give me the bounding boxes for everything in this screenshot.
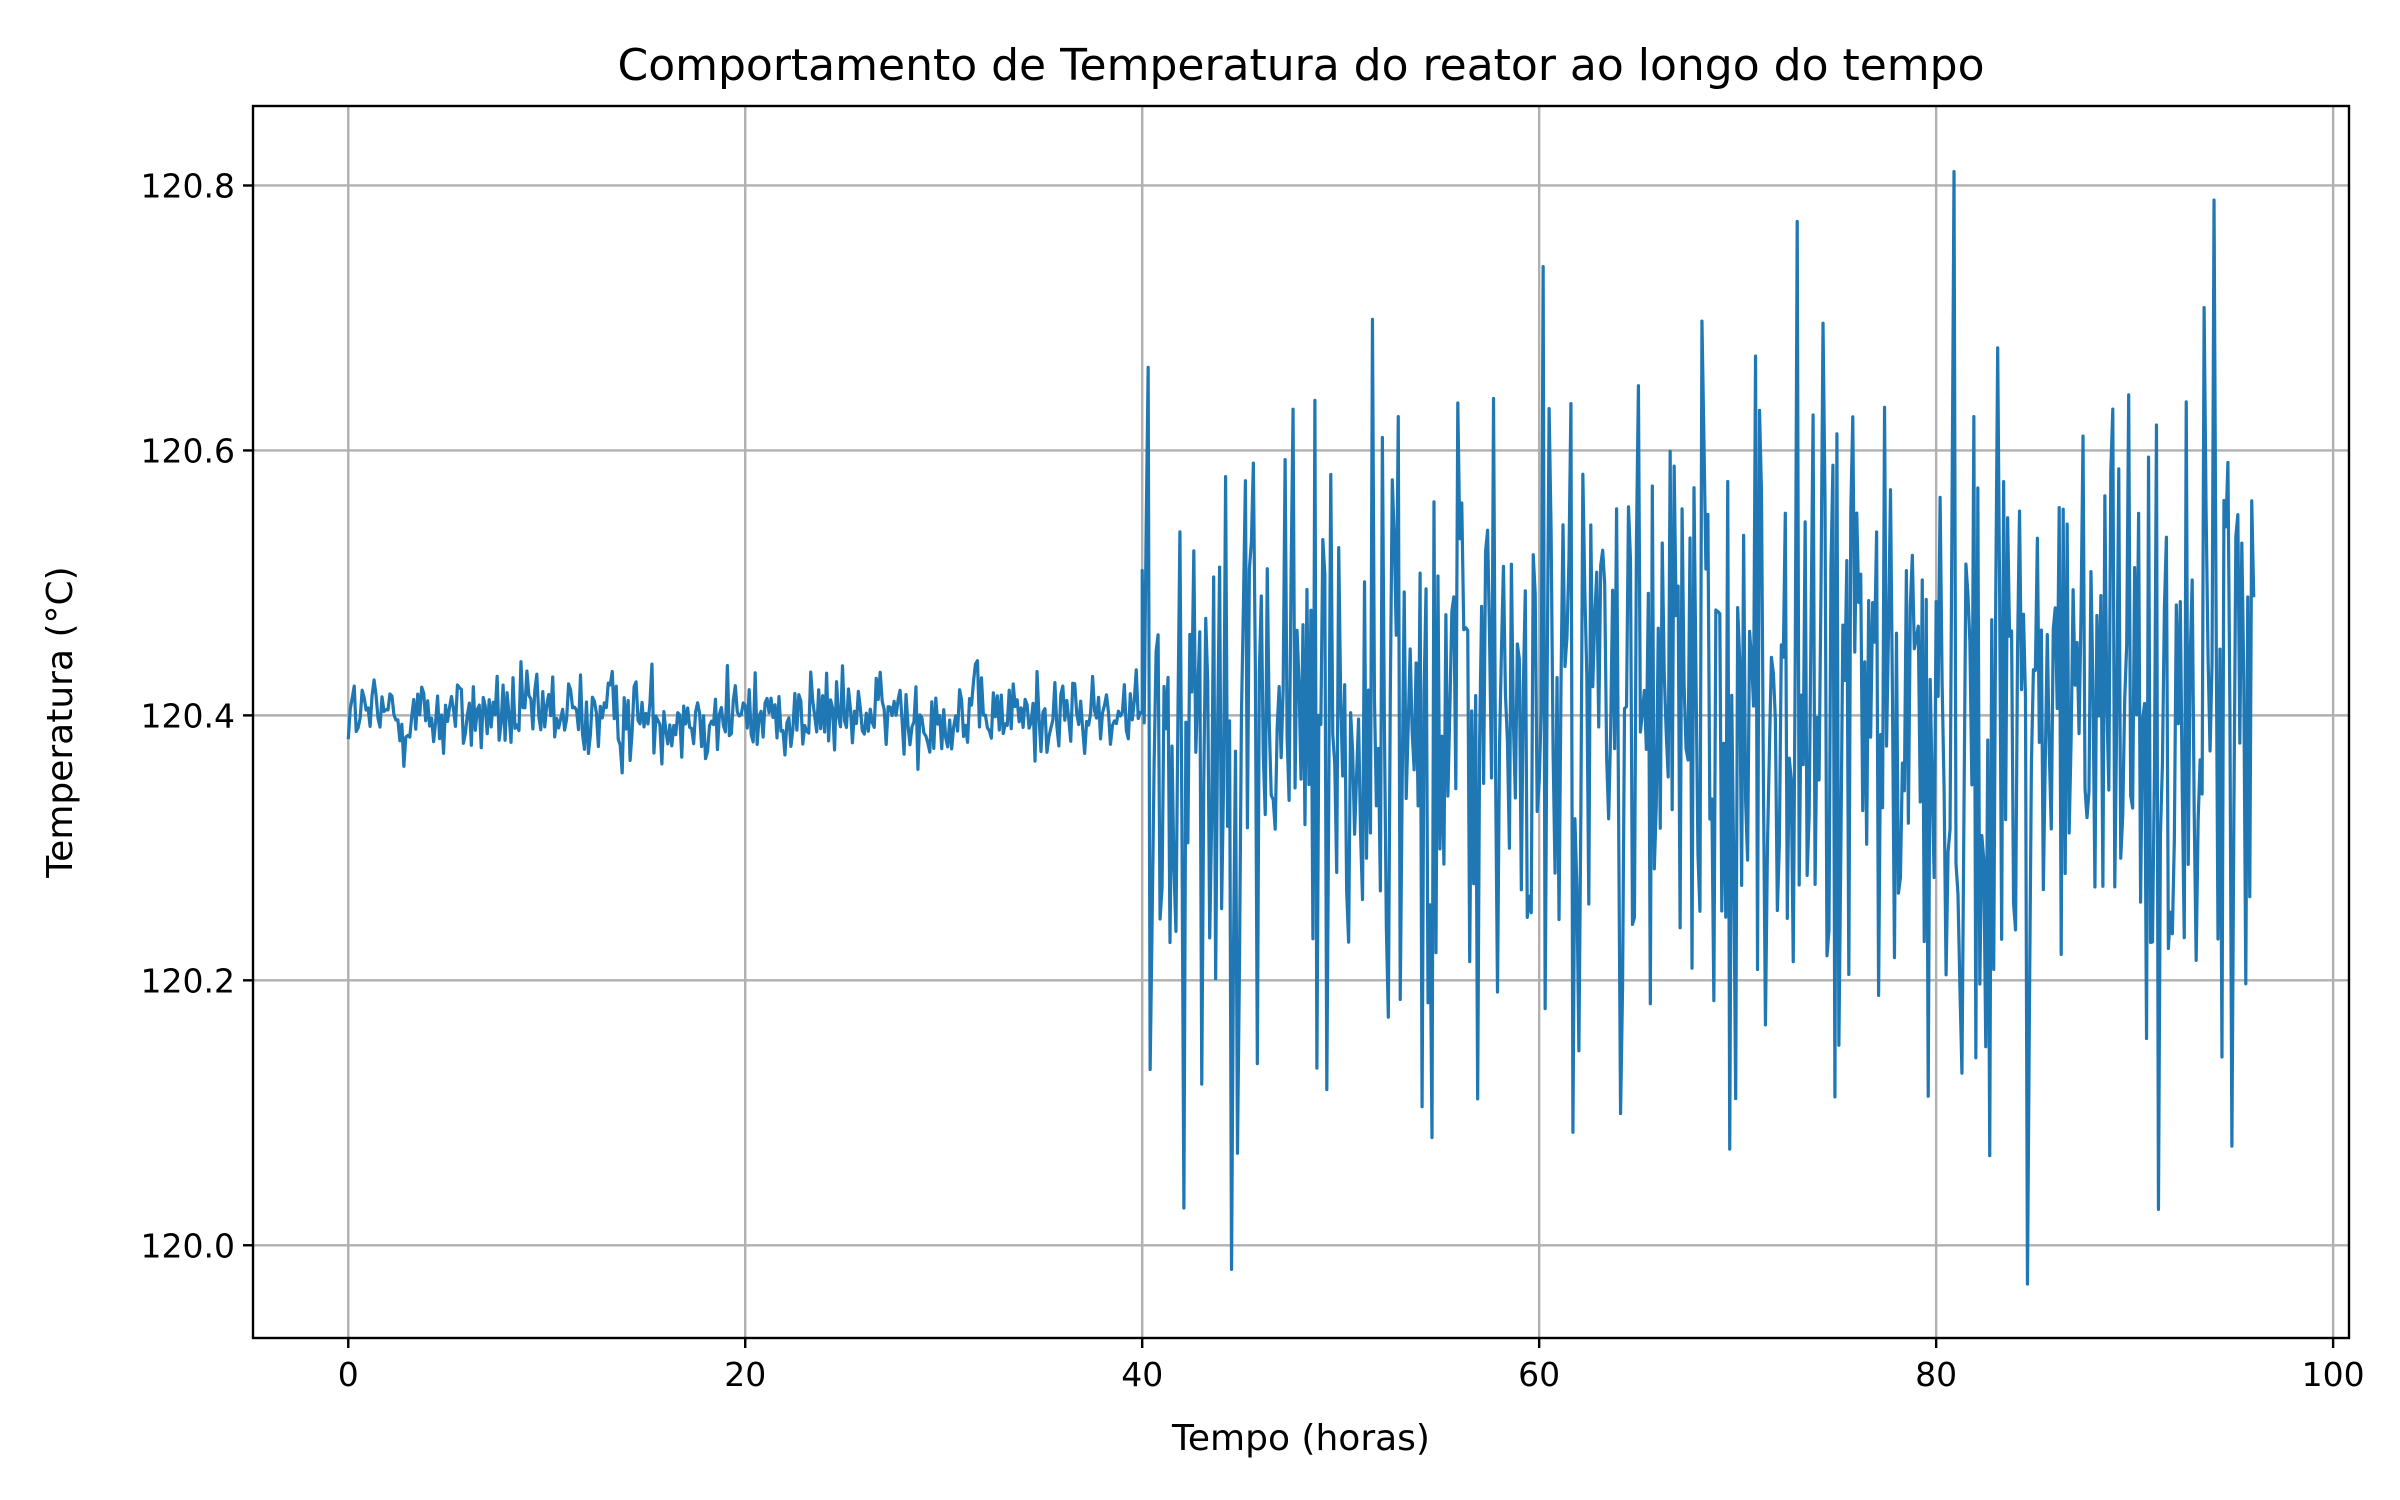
y-axis-label: Temperatura (°C) — [40, 566, 81, 878]
temperature-series-line — [346, 170, 2256, 1286]
x-tick-label: 80 — [1915, 1355, 1957, 1394]
chart-title: Comportamento de Temperatura do reator a… — [617, 40, 1984, 91]
x-tick-label: 40 — [1121, 1355, 1163, 1394]
y-tick-label: 120.6 — [141, 431, 235, 470]
y-tick-label: 120.2 — [141, 961, 235, 1000]
x-tick-label: 100 — [2302, 1355, 2365, 1394]
series-layer — [346, 170, 2256, 1286]
axis-ticks: 0 20 40 60 80 100 120.0 120.2 120.4 120.6 120.8 — [141, 166, 2365, 1394]
x-tick-label: 0 — [338, 1355, 359, 1394]
y-tick-label: 120.0 — [141, 1226, 235, 1265]
y-tick-label: 120.4 — [141, 696, 235, 735]
x-tick-label: 60 — [1518, 1355, 1560, 1394]
x-tick-label: 20 — [724, 1355, 766, 1394]
x-axis-label: Tempo (horas) — [1171, 1418, 1430, 1459]
plot-frame — [251, 104, 2351, 1340]
y-tick-label: 120.8 — [141, 166, 235, 205]
